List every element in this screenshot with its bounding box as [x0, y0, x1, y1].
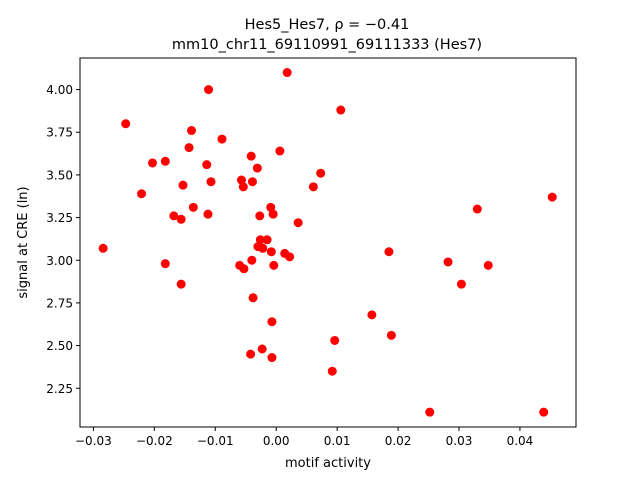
- data-point-56: [472, 204, 482, 214]
- data-point-29: [255, 211, 265, 221]
- data-point-31: [257, 344, 267, 354]
- data-point-42: [282, 68, 292, 78]
- chart-title-line1: Hes5_Hes7, ρ = −0.41: [245, 17, 410, 33]
- data-point-7: [176, 214, 186, 224]
- data-point-32: [258, 243, 268, 253]
- x-tick-label: −0.03: [75, 434, 112, 448]
- data-point-45: [308, 182, 318, 192]
- x-tick-label: −0.02: [136, 434, 173, 448]
- data-point-6: [169, 211, 179, 221]
- data-point-48: [330, 335, 340, 345]
- axes-frame: [79, 57, 577, 428]
- data-point-17: [217, 134, 227, 144]
- data-point-13: [202, 160, 212, 170]
- x-axis-ticks: −0.03 −0.02 −0.01 0.00 0.01 0.02 0.03 0.04: [75, 427, 533, 448]
- data-point-2: [137, 189, 147, 199]
- data-point-35: [266, 247, 276, 257]
- data-point-5: [160, 259, 170, 269]
- data-point-55: [456, 279, 466, 289]
- data-point-26: [248, 293, 258, 303]
- x-tick-label: −0.01: [197, 434, 234, 448]
- y-axis-label: signal at CRE (ln): [16, 186, 31, 298]
- x-tick-label: 0.03: [446, 434, 473, 448]
- data-point-24: [247, 255, 257, 265]
- data-point-57: [483, 260, 493, 270]
- y-tick-label: 2.75: [46, 296, 73, 310]
- data-point-52: [386, 330, 396, 340]
- data-point-21: [239, 264, 249, 274]
- data-point-51: [384, 247, 394, 257]
- data-point-9: [178, 180, 188, 190]
- data-point-47: [327, 366, 337, 376]
- data-point-4: [160, 156, 170, 166]
- data-point-38: [268, 209, 278, 219]
- data-point-46: [316, 168, 326, 178]
- data-point-39: [269, 260, 279, 270]
- x-tick-label: 0.01: [324, 434, 351, 448]
- data-point-43: [285, 252, 295, 262]
- data-point-40: [275, 146, 285, 156]
- y-tick-label: 2.50: [46, 339, 73, 353]
- data-points: [98, 68, 557, 417]
- y-tick-label: 2.25: [46, 382, 73, 396]
- x-axis-label: motif activity: [285, 456, 371, 471]
- data-point-50: [367, 310, 377, 320]
- data-point-49: [336, 105, 346, 115]
- data-point-23: [246, 151, 256, 161]
- data-point-8: [176, 279, 186, 289]
- y-axis-ticks: 2.25 2.50 2.75 3.00 3.25 3.50 3.75 4.00: [46, 83, 80, 396]
- data-point-16: [206, 177, 216, 187]
- data-point-11: [187, 126, 197, 136]
- data-point-3: [148, 158, 158, 168]
- data-point-10: [184, 143, 194, 153]
- data-point-54: [443, 257, 453, 267]
- data-point-44: [293, 218, 303, 228]
- data-point-36: [267, 317, 277, 327]
- data-point-0: [98, 243, 108, 253]
- data-point-15: [204, 85, 214, 95]
- data-point-30: [255, 235, 265, 245]
- y-tick-label: 3.75: [46, 126, 73, 140]
- x-tick-label: 0.04: [507, 434, 534, 448]
- data-point-58: [539, 407, 549, 417]
- x-tick-label: 0.00: [263, 434, 290, 448]
- data-point-14: [203, 209, 213, 219]
- x-tick-label: 0.02: [385, 434, 412, 448]
- data-point-37: [267, 353, 277, 363]
- y-tick-label: 3.00: [46, 254, 73, 268]
- chart-title-line2: mm10_chr11_69110991_69111333 (Hes7): [172, 37, 482, 53]
- data-point-25: [247, 177, 257, 187]
- y-tick-label: 3.25: [46, 211, 73, 225]
- data-point-22: [246, 349, 256, 359]
- data-point-53: [425, 407, 435, 417]
- data-point-19: [236, 175, 246, 185]
- data-point-12: [188, 202, 198, 212]
- y-tick-label: 4.00: [46, 83, 73, 97]
- data-point-33: [262, 235, 272, 245]
- data-point-59: [547, 192, 557, 202]
- data-point-1: [121, 119, 131, 129]
- y-tick-label: 3.50: [46, 168, 73, 182]
- data-point-27: [252, 163, 262, 173]
- data-point-34: [266, 202, 276, 212]
- data-point-20: [238, 182, 248, 192]
